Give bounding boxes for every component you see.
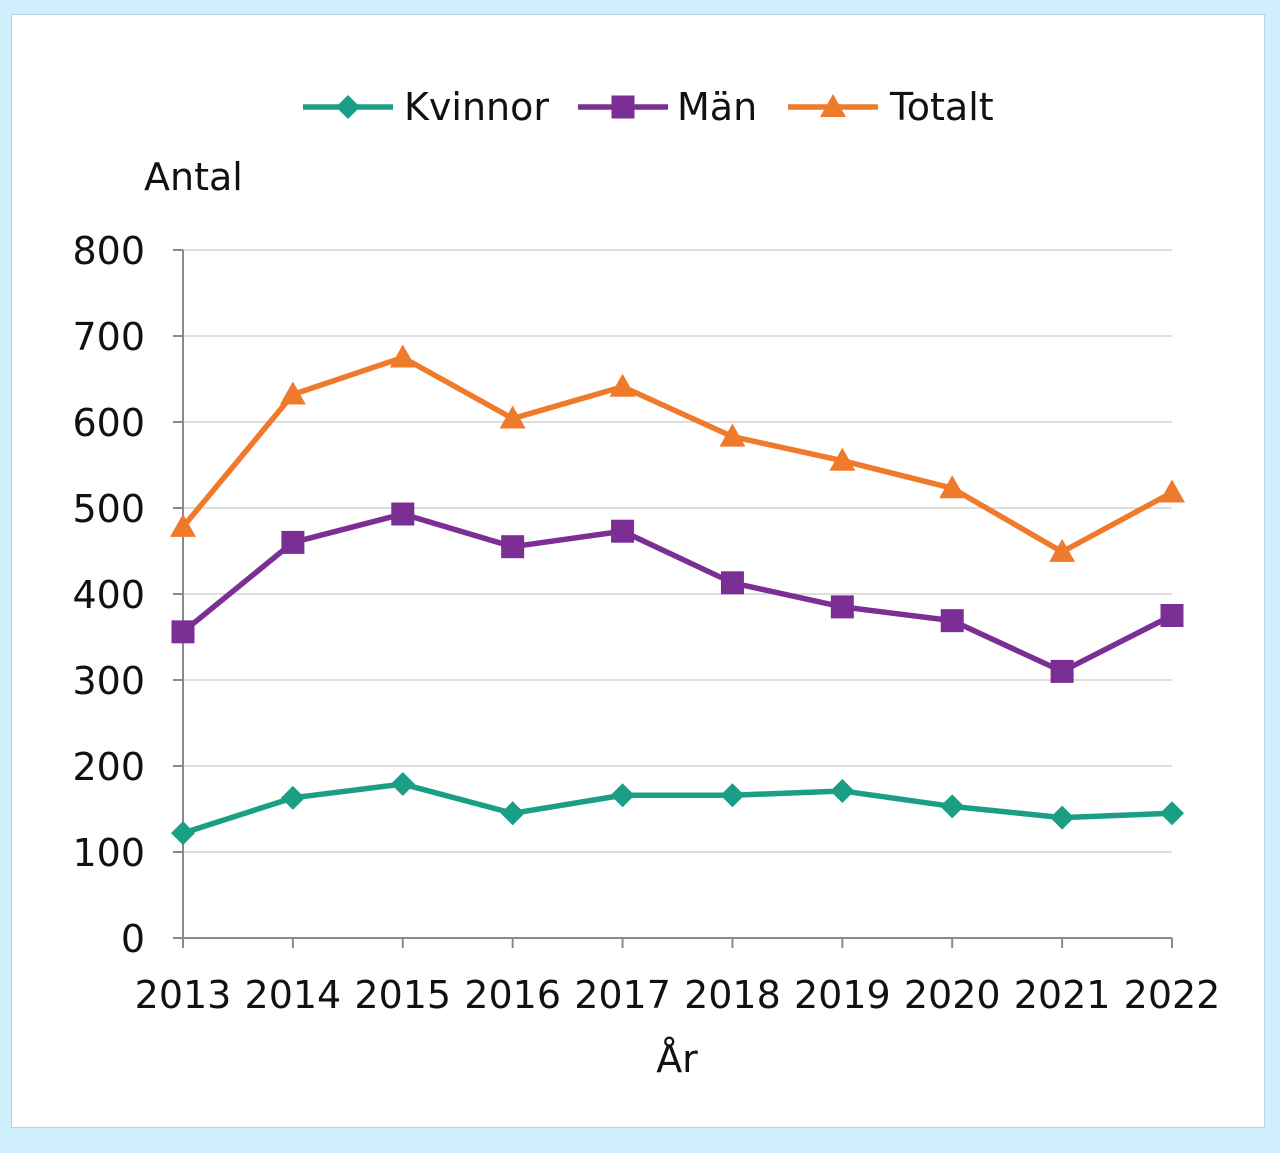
x-tick-label: 2018 bbox=[684, 973, 781, 1017]
legend-item-kvinnor: Kvinnor bbox=[303, 85, 549, 129]
data-point-m-n bbox=[1050, 659, 1074, 683]
data-point-m-n bbox=[171, 620, 195, 644]
legend-marker-kvinnor bbox=[336, 95, 360, 119]
data-point-kvinnor bbox=[940, 794, 965, 819]
legend-item-totalt: Totalt bbox=[788, 85, 994, 129]
chart-frame bbox=[11, 14, 1265, 1128]
y-tick-label: 600 bbox=[72, 401, 145, 445]
data-point-m-n bbox=[501, 535, 525, 559]
x-tick-label: 2022 bbox=[1124, 973, 1221, 1017]
data-point-kvinnor bbox=[500, 801, 525, 826]
x-tick-label: 2014 bbox=[245, 973, 342, 1017]
data-point-kvinnor bbox=[720, 783, 745, 808]
data-point-kvinnor bbox=[1050, 805, 1075, 830]
data-point-kvinnor bbox=[610, 783, 635, 808]
data-point-totalt bbox=[170, 513, 196, 537]
series-line-kvinnor bbox=[182, 781, 1173, 836]
data-point-m-n bbox=[830, 595, 854, 619]
data-point-kvinnor bbox=[171, 821, 195, 846]
data-point-kvinnor bbox=[830, 778, 855, 803]
data-point-m-n bbox=[611, 519, 635, 543]
legend-item-m-n: Män bbox=[578, 85, 757, 129]
x-tick-label: 2015 bbox=[354, 973, 451, 1017]
y-axis-label: Antal bbox=[144, 155, 243, 199]
legend-label-m-n: Män bbox=[677, 85, 757, 129]
data-point-totalt bbox=[499, 405, 526, 429]
data-point-totalt bbox=[829, 447, 856, 471]
data-point-totalt bbox=[279, 381, 306, 405]
x-tick-label: 2019 bbox=[794, 973, 891, 1017]
x-tick-label: 2016 bbox=[464, 973, 561, 1017]
data-point-totalt bbox=[609, 373, 636, 397]
y-tick-label: 500 bbox=[72, 487, 145, 531]
legend-label-kvinnor: Kvinnor bbox=[404, 85, 549, 129]
series-m-n bbox=[171, 502, 1184, 683]
x-tick-label: 2021 bbox=[1014, 973, 1111, 1017]
series-line-totalt bbox=[180, 354, 1174, 555]
data-point-m-n bbox=[720, 571, 744, 595]
series-group bbox=[170, 344, 1185, 846]
data-point-m-n bbox=[1160, 604, 1184, 627]
y-tick-label: 700 bbox=[72, 315, 145, 359]
y-tick-label: 400 bbox=[72, 573, 145, 617]
data-point-kvinnor bbox=[280, 785, 305, 810]
y-tick-label: 100 bbox=[72, 831, 145, 875]
axes bbox=[173, 249, 1173, 948]
y-tick-label: 0 bbox=[121, 917, 145, 961]
legend: Kvinnor Män Totalt bbox=[303, 85, 994, 129]
x-axis-label: År bbox=[656, 1037, 698, 1081]
y-tick-label: 800 bbox=[72, 229, 145, 273]
data-point-m-n bbox=[391, 502, 415, 526]
data-point-kvinnor bbox=[1160, 801, 1184, 826]
y-tick-label: 300 bbox=[72, 659, 145, 703]
legend-marker-totalt bbox=[820, 94, 846, 117]
x-tick-label: 2020 bbox=[904, 973, 1001, 1017]
data-point-totalt bbox=[1159, 479, 1185, 503]
x-tick-label: 2013 bbox=[135, 973, 232, 1017]
legend-marker-m-n bbox=[611, 95, 635, 119]
data-point-totalt bbox=[719, 423, 746, 447]
legend-label-totalt: Totalt bbox=[889, 85, 994, 129]
series-totalt bbox=[170, 344, 1185, 562]
series-line-m-n bbox=[181, 511, 1174, 675]
y-tick-labels: 0 100 200 300 400 500 600 700 800 bbox=[72, 229, 145, 961]
x-tick-label: 2017 bbox=[574, 973, 671, 1017]
data-point-totalt bbox=[939, 475, 966, 499]
data-point-totalt bbox=[1049, 538, 1076, 562]
series-kvinnor bbox=[171, 772, 1184, 846]
data-point-m-n bbox=[940, 609, 964, 633]
gridlines bbox=[183, 249, 1172, 853]
y-tick-label: 200 bbox=[72, 745, 145, 789]
data-point-m-n bbox=[281, 530, 305, 554]
data-point-kvinnor bbox=[390, 772, 415, 797]
data-point-totalt bbox=[389, 344, 416, 368]
x-tick-labels: 2013 2014 2015 2016 2017 2018 2019 2020 2021 2022 bbox=[135, 973, 1221, 1017]
